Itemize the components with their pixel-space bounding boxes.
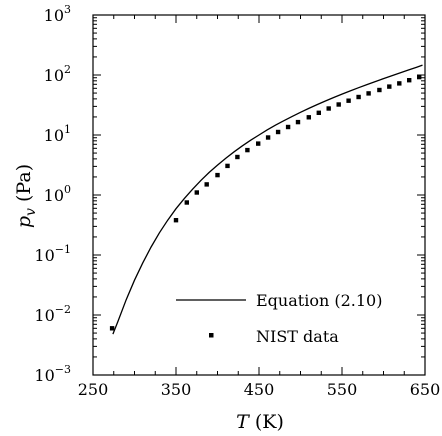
equation-curve-layer	[112, 64, 423, 335]
nist-data-point	[215, 172, 220, 178]
y-tick-label: 102	[44, 63, 71, 85]
legend-marker-swatch	[209, 333, 214, 338]
nist-data-point	[387, 84, 392, 89]
x-tick-label: 650	[410, 380, 441, 399]
plot-area	[92, 14, 426, 376]
y-axis-title: pv (Pa)	[13, 164, 39, 228]
y-tick-label: 10−1	[34, 243, 71, 265]
nist-data-point	[377, 87, 382, 93]
axis-ticks: 250 350 450 550 650 10−3 10−2 10−1 100 101 102 103	[34, 3, 440, 399]
nist-data-point	[326, 106, 331, 111]
legend-label-equation: Equation (2.10)	[256, 291, 382, 310]
x-tick-label: 550	[327, 380, 358, 399]
nist-marker-layer	[109, 74, 422, 331]
nist-data-point	[265, 135, 271, 140]
nist-data-point	[336, 102, 341, 107]
nist-data-point	[397, 81, 402, 86]
nist-data-point	[194, 190, 199, 195]
x-tick-label: 350	[161, 380, 192, 399]
nist-data-point	[204, 182, 209, 187]
x-tick-label: 450	[244, 380, 275, 399]
y-tick-label: 10−3	[34, 363, 71, 385]
plot-frame	[92, 14, 426, 376]
nist-data-point	[285, 124, 291, 130]
nist-data-point	[417, 74, 422, 80]
y-tick-label: 10−2	[34, 303, 71, 325]
y-tick-label: 103	[44, 3, 71, 25]
nist-data-point	[235, 154, 240, 160]
nist-data-point	[184, 200, 189, 205]
nist-data-point	[356, 94, 361, 100]
nist-data-point	[256, 141, 261, 146]
legend-label-nist: NIST data	[256, 327, 339, 346]
nist-data-point	[173, 218, 179, 223]
nist-data-point	[109, 326, 115, 331]
equation-curve	[112, 64, 423, 335]
y-tick-label: 100	[44, 183, 71, 205]
nist-data-point	[275, 129, 281, 135]
x-tick-label: 250	[78, 380, 109, 399]
y-tick-label: 101	[44, 123, 71, 145]
nist-data-point	[316, 110, 321, 115]
legend: Equation (2.10) NIST data	[176, 291, 382, 346]
nist-data-point	[306, 115, 311, 120]
nist-data-point	[366, 91, 371, 96]
nist-data-point	[225, 163, 230, 169]
nist-data-point	[407, 78, 412, 83]
nist-data-point	[295, 119, 301, 125]
nist-data-point	[346, 98, 351, 103]
x-axis-title: T (K)	[236, 411, 284, 433]
nist-data-point	[245, 147, 250, 153]
